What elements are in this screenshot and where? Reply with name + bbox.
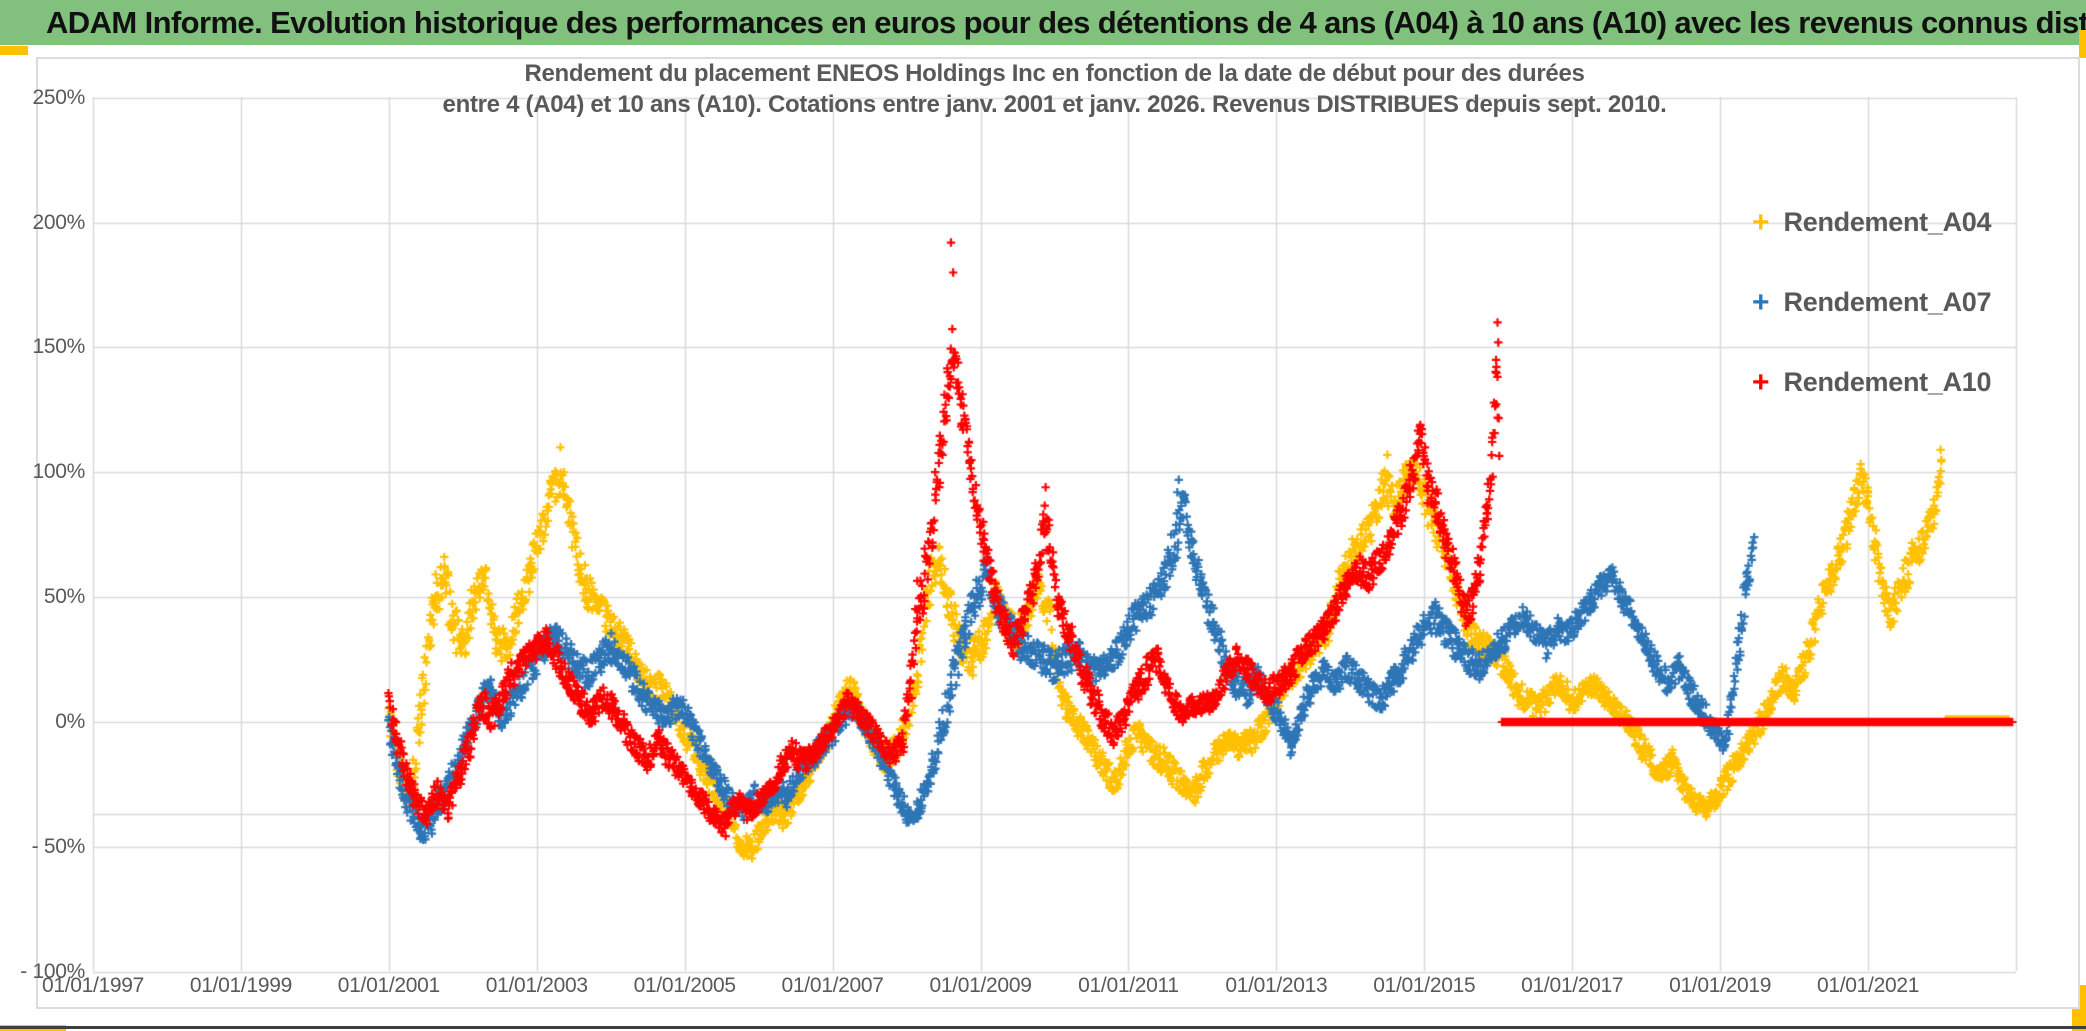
x-tick-label: 01/01/2021 bbox=[1817, 974, 1920, 997]
x-tick-label: 01/01/2013 bbox=[1225, 974, 1328, 997]
x-tick-label: 01/01/2005 bbox=[633, 974, 736, 997]
legend-plus-marker-icon: + bbox=[1752, 285, 1770, 319]
x-tick-label: 01/01/1997 bbox=[41, 974, 145, 997]
x-tick-label: 01/01/2017 bbox=[1521, 974, 1624, 997]
x-tick-label: 01/01/2003 bbox=[485, 974, 588, 997]
x-tick-label: 01/01/2001 bbox=[337, 974, 440, 997]
legend-item: + Rendement_A10 bbox=[1752, 365, 1992, 399]
y-tick-label: 150% bbox=[32, 335, 85, 359]
x-tick-label: 01/01/2015 bbox=[1373, 974, 1476, 997]
x-tick-label: 01/01/1999 bbox=[189, 974, 292, 997]
legend-label: Rendement_A07 bbox=[1783, 287, 1992, 317]
legend-item: + Rendement_A04 bbox=[1752, 205, 1992, 239]
chart-title-line2: entre 4 (A04) et 10 ans (A10). Cotations… bbox=[442, 91, 1667, 118]
chart-title-line1: Rendement du placement ENEOS Holdings In… bbox=[524, 60, 1585, 87]
x-tick-label: 01/01/2007 bbox=[781, 974, 884, 997]
y-tick-label: - 100% bbox=[20, 959, 85, 983]
y-tick-label: 250% bbox=[32, 85, 85, 109]
y-tick-label: - 50% bbox=[31, 834, 86, 858]
legend-plus-marker-icon: + bbox=[1752, 205, 1770, 239]
x-tick-label: 01/01/2019 bbox=[1669, 974, 1772, 997]
legend-plus-marker-icon: + bbox=[1752, 365, 1770, 399]
x-tick-label: 01/01/2011 bbox=[1078, 974, 1179, 997]
y-tick-label: 200% bbox=[32, 210, 85, 234]
x-tick-label: 01/01/2009 bbox=[929, 974, 1032, 997]
legend-label: Rendement_A04 bbox=[1783, 207, 1992, 237]
y-tick-label: 0% bbox=[55, 710, 85, 733]
y-tick-label: 100% bbox=[32, 460, 85, 484]
legend-item: + Rendement_A07 bbox=[1752, 285, 1992, 319]
legend-label: Rendement_A10 bbox=[1783, 367, 1992, 397]
y-tick-label: 50% bbox=[43, 585, 85, 609]
